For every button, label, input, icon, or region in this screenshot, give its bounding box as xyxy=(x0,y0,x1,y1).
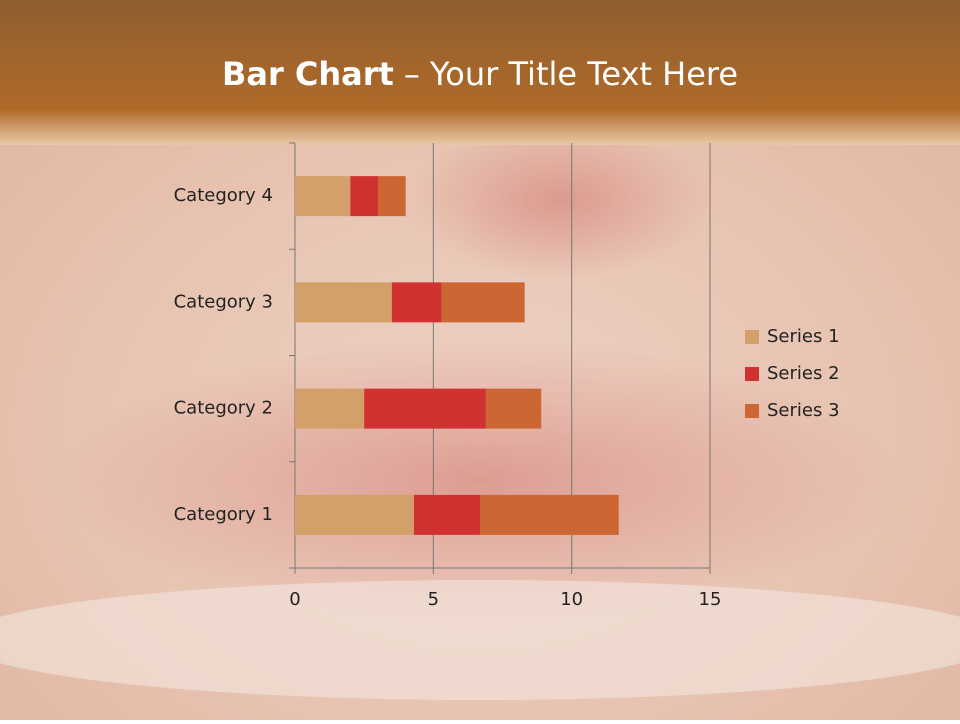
legend-swatch xyxy=(745,367,759,381)
y-tick-label: Category 3 xyxy=(174,291,273,312)
y-tick-label: Category 4 xyxy=(174,185,273,206)
bar-segment xyxy=(391,282,442,323)
bar-segment xyxy=(295,388,365,429)
title-rest: – Your Title Text Here xyxy=(404,55,738,93)
bar-segment xyxy=(378,176,406,217)
decor xyxy=(60,340,900,620)
x-tick-label: 10 xyxy=(560,589,583,610)
bar-segment xyxy=(413,494,481,535)
legend-swatch xyxy=(745,330,759,344)
bar-segment xyxy=(295,282,392,323)
legend-label: Series 3 xyxy=(767,400,840,421)
x-tick-label: 0 xyxy=(289,589,300,610)
y-tick-label: Category 2 xyxy=(174,398,273,419)
y-tick-label: Category 1 xyxy=(174,504,273,525)
bar-segment xyxy=(364,388,486,429)
bar-segment xyxy=(295,176,351,217)
slide-title: Bar Chart – Your Title Text Here xyxy=(222,55,738,93)
decor xyxy=(0,580,960,700)
x-tick-label: 5 xyxy=(428,589,439,610)
bar-segment xyxy=(350,176,378,217)
bar-segment xyxy=(485,388,542,429)
bar-segment xyxy=(480,494,619,535)
title-bold: Bar Chart xyxy=(222,55,394,93)
legend-label: Series 1 xyxy=(767,326,840,347)
decor xyxy=(410,120,710,280)
bar-segment xyxy=(295,494,414,535)
bar-segment xyxy=(441,282,525,323)
title-band xyxy=(0,0,960,145)
x-tick-label: 15 xyxy=(699,589,722,610)
legend-label: Series 2 xyxy=(767,363,840,384)
legend-swatch xyxy=(745,404,759,418)
